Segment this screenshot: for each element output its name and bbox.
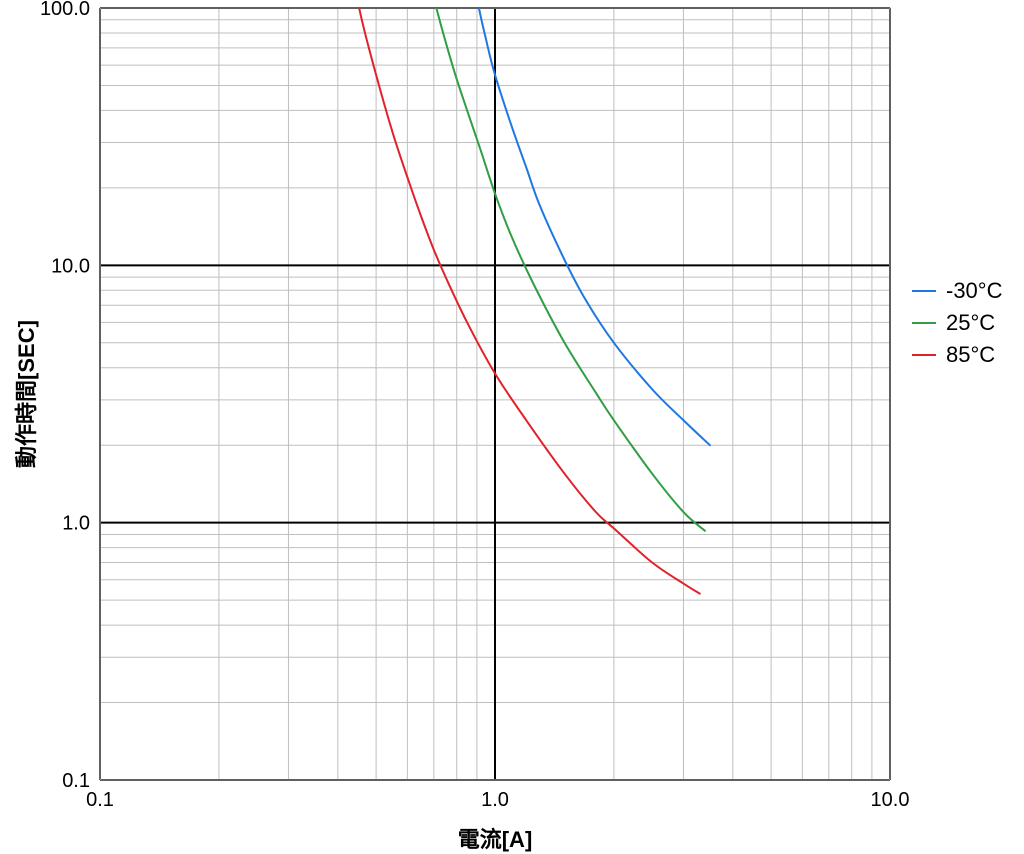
svg-text:10.0: 10.0 [871,789,910,811]
legend-item: -30°C [912,278,1002,304]
svg-text:1.0: 1.0 [62,513,90,535]
svg-text:0.1: 0.1 [86,789,114,811]
y-axis-label: 動作時間[SEC] [9,320,41,468]
legend-label: -30°C [946,278,1002,304]
legend-swatch [912,354,936,356]
svg-text:1.0: 1.0 [481,789,509,811]
trip-time-chart: 0.1 1.0 10.0 0.1 1.0 10.0 100.0 動作時間[SEC] 電流[A… [0,0,1024,852]
legend-label: 85°C [946,342,995,368]
legend-item: 85°C [912,342,1002,368]
svg-text:0.1: 0.1 [62,770,90,792]
legend-swatch [912,322,936,324]
chart-svg: 0.1 1.0 10.0 0.1 1.0 10.0 100.0 [0,0,1024,852]
svg-text:10.0: 10.0 [51,255,90,277]
legend: -30°C 25°C 85°C [912,278,1002,374]
legend-swatch [912,290,936,292]
legend-item: 25°C [912,310,1002,336]
x-axis-label: 電流[A] [458,822,533,854]
legend-label: 25°C [946,310,995,336]
svg-text:100.0: 100.0 [40,0,90,20]
